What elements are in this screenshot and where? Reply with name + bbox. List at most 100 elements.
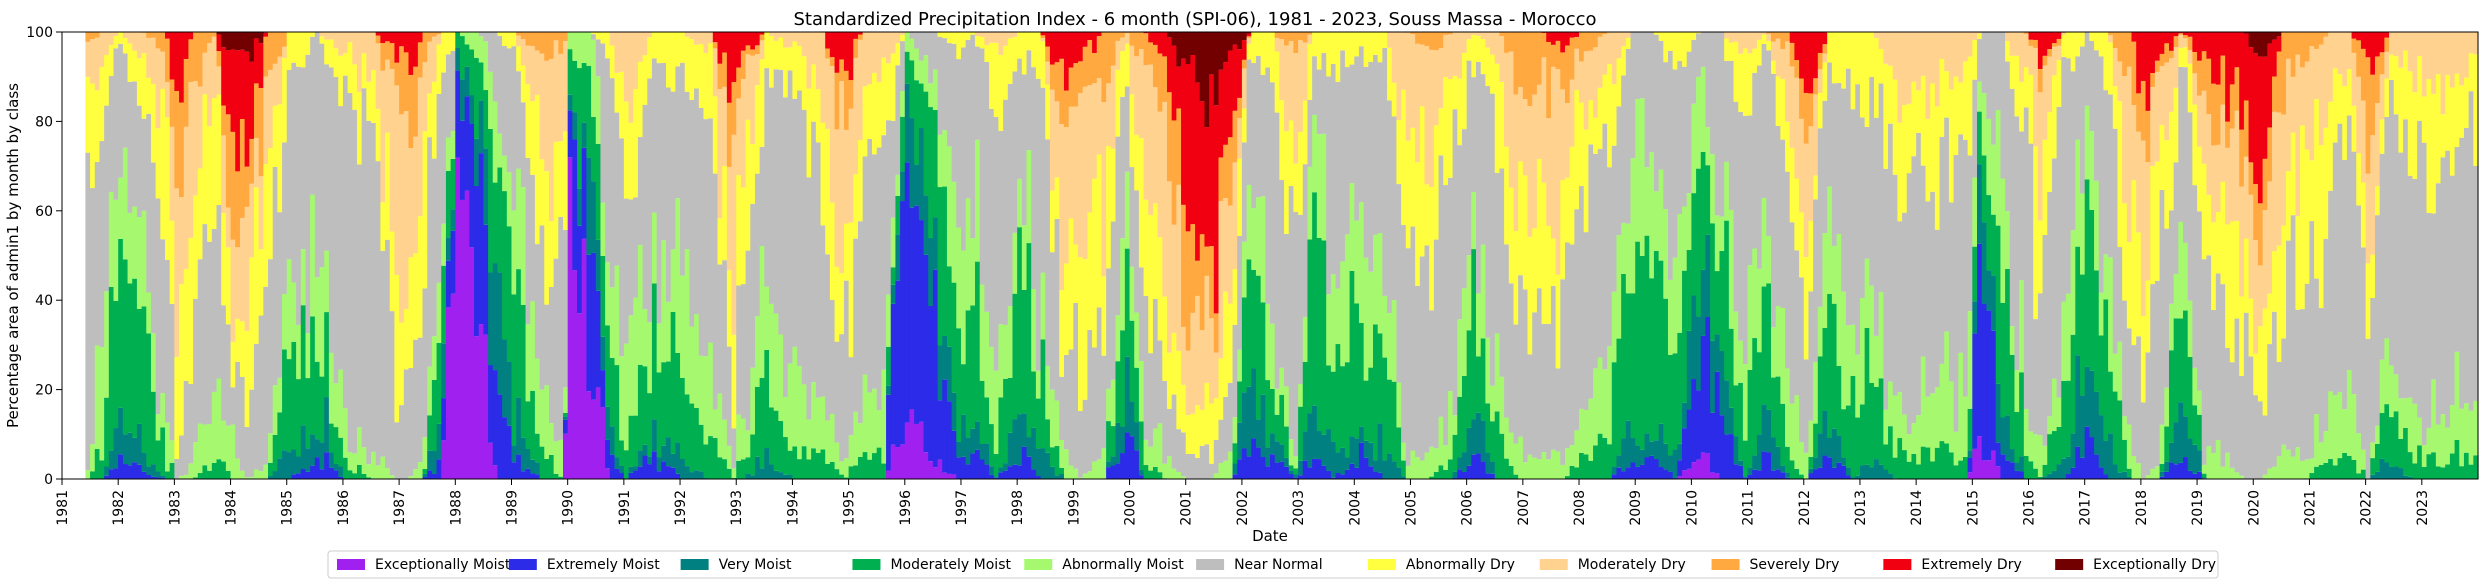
bar-segment: [1003, 32, 1009, 46]
bar-segment: [352, 109, 358, 454]
bar-segment: [825, 420, 831, 464]
bar-segment: [141, 306, 147, 453]
bar-segment: [642, 309, 648, 367]
bar-segment: [2290, 32, 2296, 77]
bar-segment: [511, 46, 517, 211]
bar-segment: [118, 407, 124, 455]
legend-label: Exceptionally Dry: [2093, 557, 2216, 573]
bar-segment: [2037, 293, 2044, 436]
bar-segment: [2365, 263, 2371, 339]
bar-segment: [1569, 79, 1575, 147]
bar-segment: [165, 82, 171, 118]
bar-segment: [1096, 459, 1103, 479]
bar-segment: [2061, 380, 2067, 459]
bar-segment: [942, 186, 948, 336]
bar-segment: [1012, 419, 1018, 465]
bar-segment: [221, 420, 227, 462]
bar-segment: [1850, 32, 1856, 110]
bar-segment: [1185, 231, 1191, 351]
bar-segment: [642, 444, 648, 456]
bar-segment: [918, 83, 925, 129]
bar-segment: [1391, 116, 1398, 300]
bar-segment: [2080, 193, 2086, 275]
bar-segment: [1293, 32, 1299, 54]
bar-segment: [1817, 69, 1824, 93]
bar-segment: [1466, 39, 1472, 61]
bar-segment: [2220, 104, 2226, 182]
bar-segment: [258, 471, 264, 479]
bar-segment: [417, 462, 424, 479]
bar-segment: [2037, 32, 2044, 69]
bar-segment: [1087, 85, 1093, 213]
bar-segment: [2051, 158, 2058, 379]
bar-segment: [1897, 122, 1903, 222]
bar-segment: [403, 32, 410, 53]
bar-segment: [90, 471, 96, 479]
bar-segment: [1293, 477, 1299, 479]
bar-segment: [333, 76, 339, 384]
bar-segment: [2154, 466, 2161, 479]
bar-segment: [960, 456, 967, 479]
bar-segment: [1775, 376, 1781, 447]
bar-segment: [731, 32, 737, 83]
bar-segment: [193, 298, 199, 443]
bar-segment: [1705, 32, 1711, 128]
bar-segment: [1588, 398, 1594, 461]
bar-segment: [225, 32, 232, 51]
bar-segment: [94, 448, 101, 479]
bar-segment: [1485, 47, 1491, 87]
bar-segment: [2407, 397, 2414, 453]
bar-segment: [2145, 110, 2151, 163]
bar-segment: [1677, 476, 1683, 479]
bar-segment: [2103, 90, 2109, 255]
bar-segment: [1916, 132, 1922, 416]
bar-segment: [562, 419, 569, 434]
bar-segment: [1166, 37, 1173, 93]
bar-segment: [1555, 69, 1561, 275]
bar-segment: [1284, 466, 1290, 479]
bar-segment: [1564, 177, 1571, 243]
bar-segment: [436, 93, 442, 283]
bar-segment: [1667, 471, 1674, 479]
bars-group: [85, 32, 2479, 479]
bar-segment: [530, 32, 536, 46]
bar-segment: [1129, 94, 1135, 168]
bar-segment: [904, 422, 911, 479]
bar-segment: [694, 32, 700, 45]
bar-segment: [1639, 464, 1646, 479]
bar-segment: [839, 474, 845, 479]
bar-segment: [2445, 74, 2451, 151]
bar-segment: [769, 87, 775, 304]
bar-segment: [759, 377, 765, 469]
bar-segment: [834, 266, 840, 342]
bar-segment: [1270, 32, 1276, 83]
bar-segment: [1307, 413, 1313, 468]
bar-segment: [2051, 431, 2058, 471]
bar-segment: [1190, 55, 1196, 225]
bar-segment: [876, 410, 882, 448]
bar-segment: [1888, 426, 1894, 474]
bar-segment: [1752, 72, 1758, 249]
bar-segment: [1710, 412, 1716, 473]
bar-segment: [150, 83, 157, 163]
legend-swatch: [337, 559, 365, 570]
bar-segment: [1991, 450, 1997, 479]
bar-segment: [1621, 273, 1627, 439]
bar-segment: [1789, 147, 1795, 223]
bar-segment: [1419, 460, 1426, 479]
bar-segment: [319, 442, 325, 470]
bar-segment: [1756, 65, 1763, 269]
bar-segment: [1387, 47, 1393, 101]
bar-segment: [637, 450, 644, 467]
bar-segment: [1635, 99, 1641, 242]
bar-segment: [1948, 32, 1955, 90]
bar-segment: [1391, 461, 1398, 479]
bar-segment: [1284, 426, 1290, 458]
bar-segment: [1780, 139, 1786, 308]
bar-segment: [717, 264, 723, 394]
bar-segment: [619, 473, 625, 479]
bar-segment: [1204, 444, 1210, 479]
bar-segment: [2070, 334, 2076, 434]
bar-segment: [1972, 246, 1978, 302]
bar-segment: [1714, 371, 1721, 474]
